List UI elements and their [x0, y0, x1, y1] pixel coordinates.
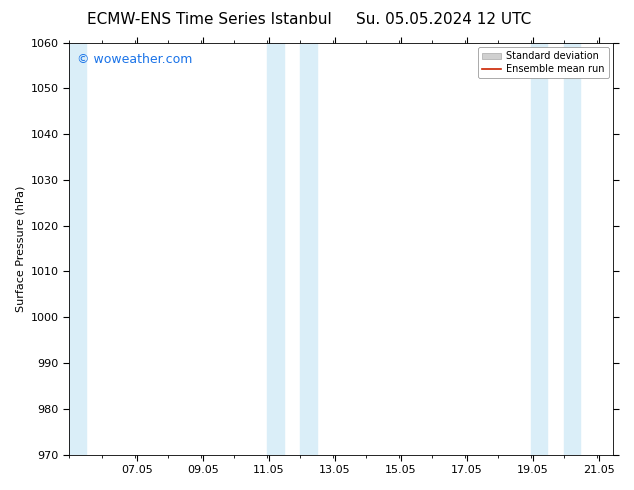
Legend: Standard deviation, Ensemble mean run: Standard deviation, Ensemble mean run [478, 48, 609, 78]
Text: ECMW-ENS Time Series Istanbul: ECMW-ENS Time Series Istanbul [87, 12, 332, 27]
Text: Su. 05.05.2024 12 UTC: Su. 05.05.2024 12 UTC [356, 12, 531, 27]
Text: © woweather.com: © woweather.com [77, 53, 193, 66]
Y-axis label: Surface Pressure (hPa): Surface Pressure (hPa) [15, 185, 25, 312]
Bar [564, 43, 581, 455]
Bar [531, 43, 548, 455]
Bar [69, 43, 86, 455]
Bar [300, 43, 316, 455]
Bar [267, 43, 283, 455]
